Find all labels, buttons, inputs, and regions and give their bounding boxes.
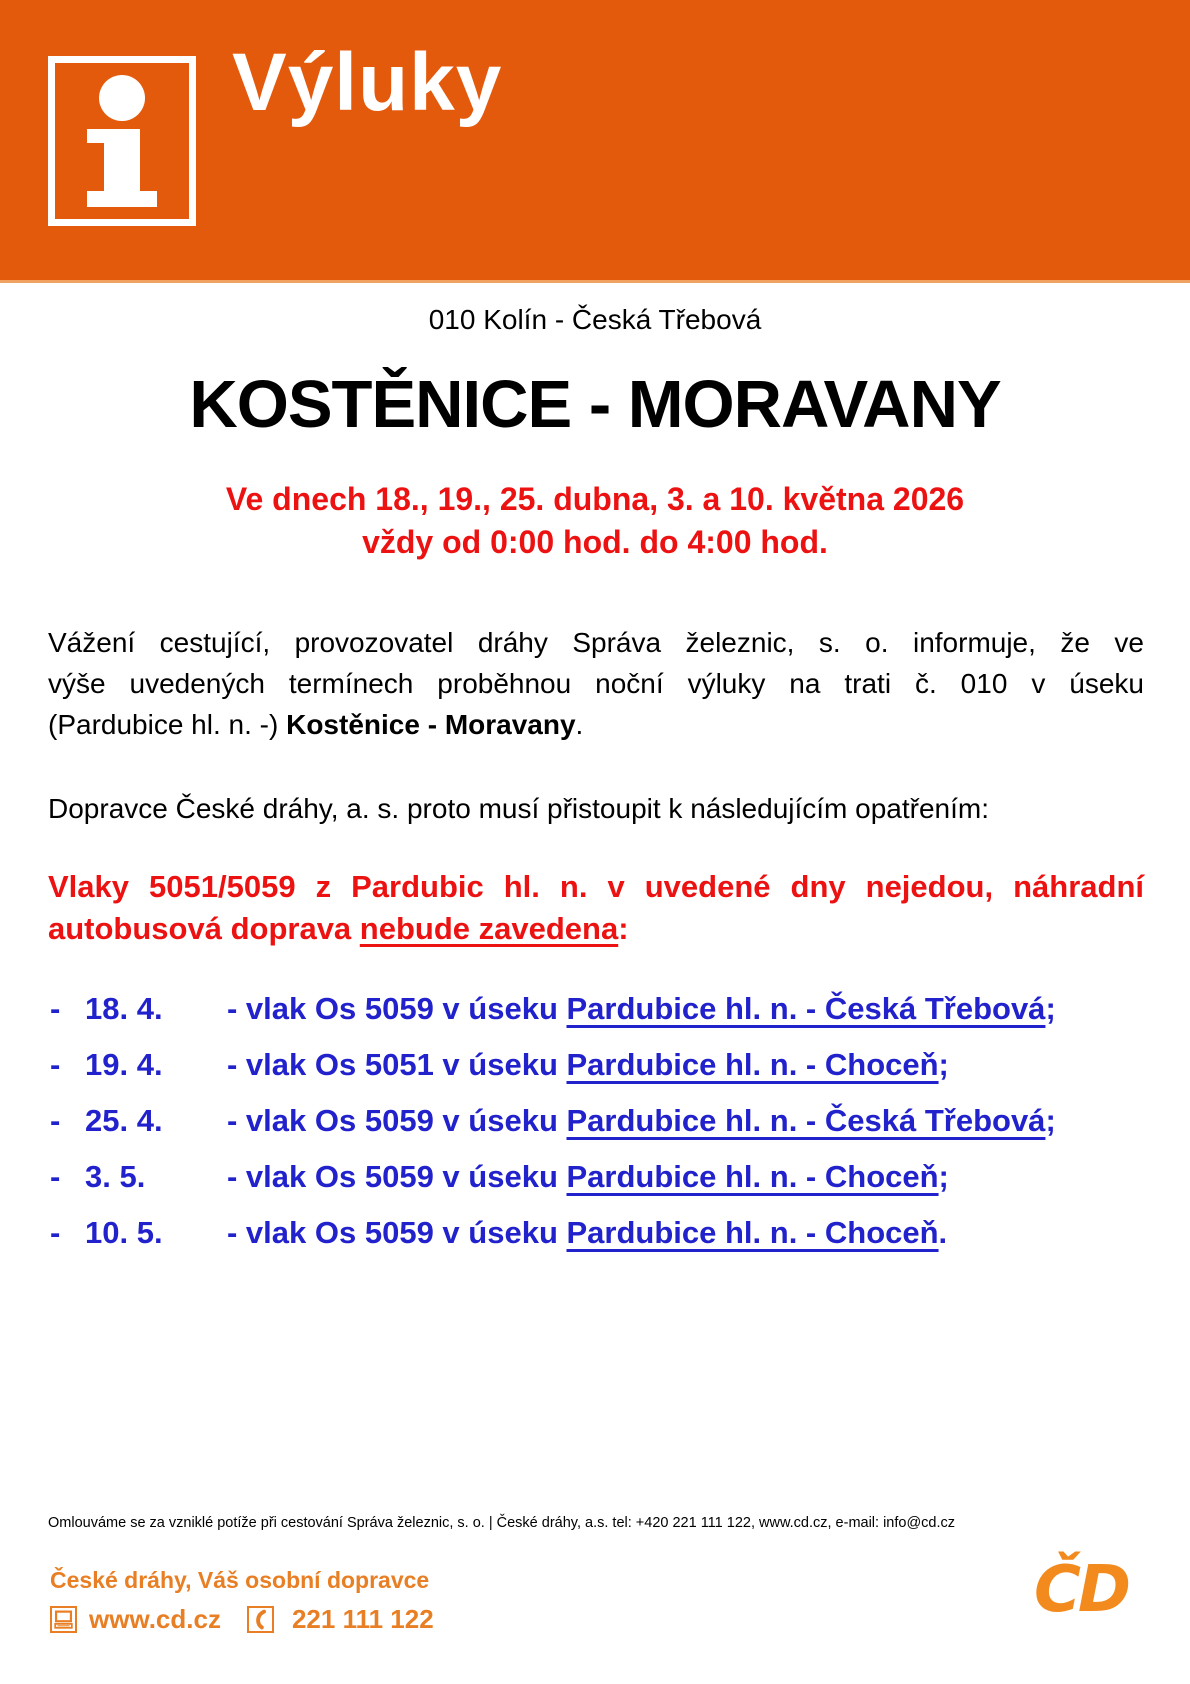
cd-logo: ČD: [1033, 1553, 1131, 1627]
measures-intro: Dopravce České dráhy, a. s. proto musí p…: [48, 793, 990, 824]
info-icon: [48, 56, 196, 226]
info-icon-stem: [87, 129, 140, 191]
intro-line2: výše uvedených termínech proběhnou noční…: [48, 668, 1144, 699]
route-line: 010 Kolín - Česká Třebová: [428, 304, 762, 335]
intro-line3: (Pardubice hl. n. -) Kostěnice - Moravan…: [48, 704, 1144, 745]
item-bullet: -: [50, 1215, 61, 1250]
item-suffix: ;: [938, 1159, 949, 1194]
item-train: - vlak Os 5059 v úseku: [227, 1103, 567, 1138]
footer-contact: www.cd.cz 221 111 122: [50, 1604, 434, 1635]
date-range-line2: vždy od 0:00 hod. do 4:00 hod.: [362, 524, 828, 560]
list-item: - 25. 4. - vlak Os 5059 v úseku Pardubic…: [50, 1105, 1160, 1137]
item-date: 18. 4.: [85, 991, 163, 1026]
header-banner: Výluky: [0, 0, 1190, 283]
intro-line3-suffix: .: [575, 709, 584, 740]
item-text: - vlak Os 5059 v úseku Pardubice hl. n. …: [227, 1217, 1160, 1249]
footer-tagline: České dráhy, Váš osobní dopravce: [50, 1567, 430, 1593]
item-suffix: ;: [1045, 991, 1056, 1026]
item-section: Pardubice hl. n. - Česká Třebová: [566, 991, 1046, 1026]
list-item: - 18. 4. - vlak Os 5059 v úseku Pardubic…: [50, 993, 1160, 1025]
item-bullet: -: [50, 991, 61, 1026]
item-date: 3. 5.: [85, 1159, 146, 1194]
item-suffix: .: [938, 1215, 948, 1250]
intro-line3-prefix: (Pardubice hl. n. -): [48, 709, 287, 740]
list-item: - 10. 5. - vlak Os 5059 v úseku Pardubic…: [50, 1217, 1160, 1249]
item-bullet: -: [50, 1047, 61, 1082]
item-text: - vlak Os 5059 v úseku Pardubice hl. n. …: [227, 993, 1160, 1025]
date-range-line1: Ve dnech 18., 19., 25. dubna, 3. a 10. k…: [225, 481, 965, 517]
notice-line2-prefix: autobusová doprava: [48, 911, 360, 946]
phone-handset-icon: [246, 1606, 274, 1633]
website-link: www.cd.cz: [89, 1604, 221, 1634]
item-date: 19. 4.: [85, 1047, 163, 1082]
intro-paragraph: Vážení cestující, provozovatel dráhy Spr…: [48, 622, 1144, 745]
page-title: KOSTĚNICE - MORAVANY: [189, 367, 1001, 442]
phone-number: 221 111 122: [291, 1604, 434, 1634]
info-icon-dot: [99, 75, 145, 121]
info-icon-base: [87, 191, 157, 207]
list-item: - 3. 5. - vlak Os 5059 v úseku Pardubice…: [50, 1161, 1160, 1193]
item-text: - vlak Os 5051 v úseku Pardubice hl. n. …: [227, 1049, 1160, 1081]
item-suffix: ;: [938, 1047, 949, 1082]
notice-line1: Vlaky 5051/5059 z Pardubic hl. n. v uved…: [48, 869, 1144, 904]
item-bullet: -: [50, 1159, 61, 1194]
computer-icon: [50, 1606, 77, 1633]
item-text: - vlak Os 5059 v úseku Pardubice hl. n. …: [227, 1105, 1160, 1137]
notice-line2-suffix: :: [618, 911, 629, 946]
item-bullet: -: [50, 1103, 61, 1138]
item-train: - vlak Os 5059 v úseku: [227, 991, 567, 1026]
item-date: 10. 5.: [85, 1215, 163, 1250]
item-train: - vlak Os 5059 v úseku: [227, 1159, 567, 1194]
notice-line2: autobusová doprava nebude zavedena:: [48, 908, 1144, 950]
notice-underlined-text: nebude zavedena: [359, 911, 619, 946]
intro-line1: Vážení cestující, provozovatel dráhy Spr…: [48, 627, 1144, 658]
list-item: - 19. 4. - vlak Os 5051 v úseku Pardubic…: [50, 1049, 1160, 1081]
date-range: Ve dnech 18., 19., 25. dubna, 3. a 10. k…: [0, 478, 1190, 564]
disclaimer: Omlouváme se za vzniklé potíže při cesto…: [48, 1515, 956, 1531]
header-title: Výluky: [232, 37, 503, 128]
item-train: - vlak Os 5059 v úseku: [227, 1215, 567, 1250]
item-suffix: ;: [1045, 1103, 1056, 1138]
cancellation-list: - 18. 4. - vlak Os 5059 v úseku Pardubic…: [50, 993, 1160, 1273]
item-section: Pardubice hl. n. - Choceň: [566, 1159, 939, 1194]
item-section: Pardubice hl. n. - Choceň: [566, 1215, 939, 1250]
item-date: 25. 4.: [85, 1103, 163, 1138]
item-text: - vlak Os 5059 v úseku Pardubice hl. n. …: [227, 1161, 1160, 1193]
item-section: Pardubice hl. n. - Česká Třebová: [566, 1103, 1046, 1138]
item-train: - vlak Os 5051 v úseku: [227, 1047, 567, 1082]
intro-line3-bold: Kostěnice - Moravany: [286, 709, 576, 740]
item-section: Pardubice hl. n. - Choceň: [566, 1047, 939, 1082]
cancellation-notice: Vlaky 5051/5059 z Pardubic hl. n. v uved…: [48, 866, 1144, 950]
